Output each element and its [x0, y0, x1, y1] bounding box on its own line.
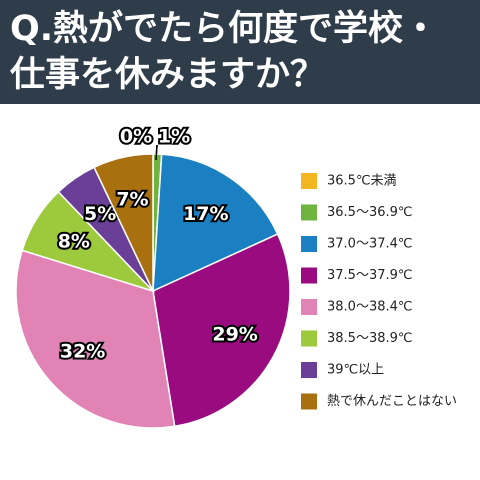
pie-slice: [93, 153, 154, 292]
legend-label: 37.0～37.4℃: [327, 237, 413, 252]
legend-swatch: [301, 267, 317, 284]
legend-label: 38.5～38.9℃: [327, 331, 413, 346]
legend-swatch: [301, 173, 317, 189]
value-label: 8%: [58, 230, 90, 252]
legend-label: 38.0～38.4℃: [327, 300, 413, 315]
legend-swatch: [301, 299, 317, 315]
pie-slice: [15, 249, 176, 429]
legend-swatch: [301, 204, 317, 221]
legend-swatch: [301, 236, 317, 252]
chart-title: Q.熱がでたら何度で学校・仕事を休みますか？: [10, 9, 439, 95]
pie-slice: [152, 153, 279, 293]
header: Q.熱がでたら何度で学校・仕事を休みますか？: [0, 0, 480, 104]
pie-slice: [152, 233, 291, 428]
leader-line: [155, 144, 158, 161]
value-label: 32%: [60, 341, 105, 363]
legend-label: 39℃以上: [327, 363, 384, 378]
legend-swatch: [301, 330, 317, 347]
legend-label: 37.5～37.9℃: [327, 268, 413, 283]
value-label: 17%: [183, 203, 228, 225]
legend-label: 熱で休んだことはない: [327, 394, 457, 409]
value-label: 5%: [84, 203, 116, 225]
value-label: 0%: [120, 126, 152, 148]
legend-label: 36.5℃未満: [327, 174, 397, 189]
legend-swatch: [301, 362, 317, 378]
value-label: 7%: [116, 189, 148, 211]
legend-swatch: [301, 393, 317, 410]
legend-label: 36.5～36.9℃: [327, 205, 413, 220]
value-label: 29%: [212, 323, 257, 345]
value-label: 1%: [158, 126, 190, 148]
